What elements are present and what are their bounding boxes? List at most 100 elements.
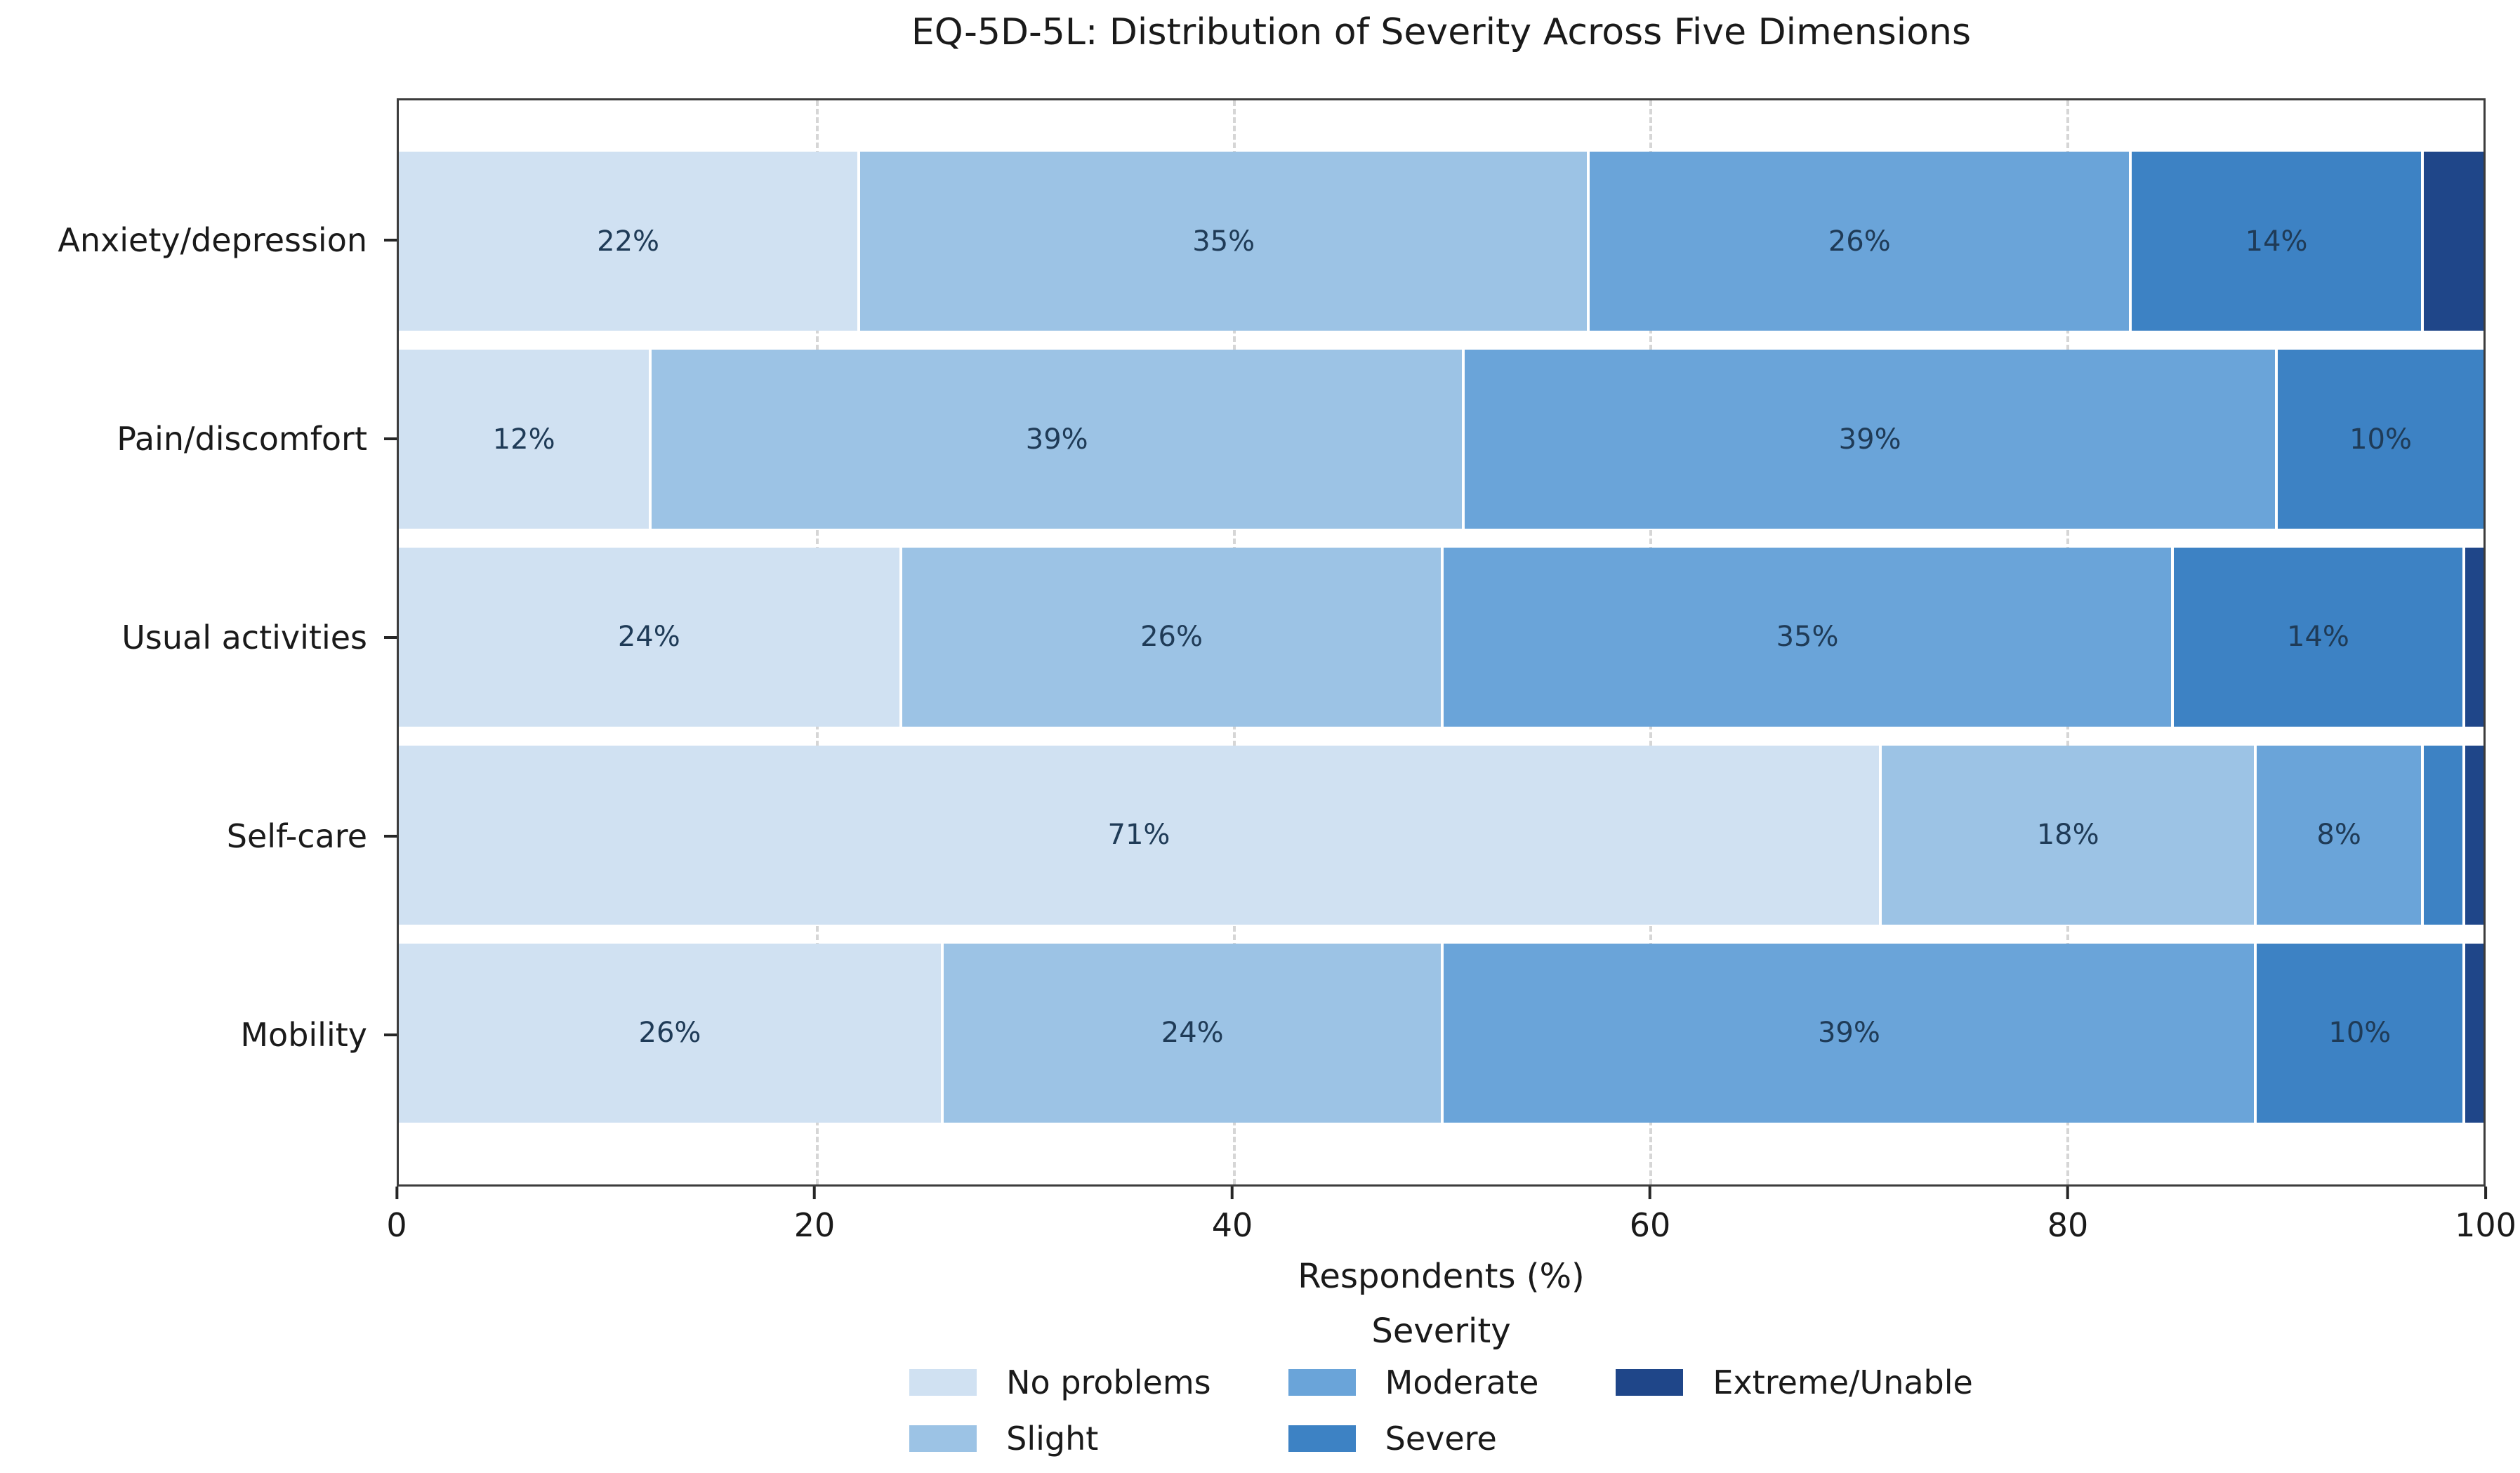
bar-row: 12% 39% 39% 10% xyxy=(399,341,2483,539)
bar-segment xyxy=(2462,943,2483,1123)
y-tick-row xyxy=(384,538,397,736)
bar-row: 71% 18% 8% xyxy=(399,736,2483,934)
legend-swatch-moderate xyxy=(1288,1369,1356,1396)
segment-value-label: 10% xyxy=(2349,423,2412,456)
stacked-bar: 12% 39% 39% 10% xyxy=(399,350,2483,529)
legend-entry: Severe xyxy=(1288,1420,1539,1458)
x-tick: 20 xyxy=(793,1187,836,1244)
segment-value-label: 14% xyxy=(2287,621,2349,654)
segment-value-label: 24% xyxy=(1161,1017,1224,1050)
bar-segment: 14% xyxy=(2129,152,2421,331)
legend-entry: No problems xyxy=(909,1363,1211,1401)
segment-value-label: 14% xyxy=(2245,225,2308,258)
bar-segment: 24% xyxy=(399,547,899,727)
x-axis-label: Respondents (%) xyxy=(1298,1257,1585,1296)
legend-swatch-extreme-unable xyxy=(1616,1369,1684,1396)
y-label-row: Self-care xyxy=(0,736,367,935)
bar-segment: 14% xyxy=(2170,547,2463,727)
legend-label: Moderate xyxy=(1385,1363,1539,1401)
y-label-row: Pain/discomfort xyxy=(0,339,367,538)
y-tick-mark xyxy=(384,238,397,242)
category-label: Self-care xyxy=(226,817,367,855)
x-tick-label: 20 xyxy=(793,1206,836,1244)
y-tick-row xyxy=(384,140,397,339)
legend-entry: Extreme/Unable xyxy=(1616,1363,1973,1401)
bar-segment: 39% xyxy=(1441,943,2255,1123)
x-tick: 60 xyxy=(1630,1187,1670,1244)
y-label-row: Anxiety/depression xyxy=(0,140,367,339)
segment-value-label: 35% xyxy=(1192,225,1255,258)
x-tick-mark xyxy=(1230,1187,1234,1199)
segment-value-label: 71% xyxy=(1107,819,1170,852)
segment-value-label: 39% xyxy=(1025,423,1088,456)
bar-segment: 18% xyxy=(1878,745,2255,925)
category-label: Usual activities xyxy=(121,618,367,656)
y-axis-ticks xyxy=(384,140,397,1134)
legend-swatch-no-problems xyxy=(909,1369,977,1396)
x-tick-label: 100 xyxy=(2455,1206,2516,1244)
legend-column: Extreme/Unable xyxy=(1616,1363,1973,1401)
category-label: Pain/discomfort xyxy=(117,419,367,458)
legend-label: No problems xyxy=(1006,1363,1211,1401)
segment-value-label: 35% xyxy=(1776,621,1839,654)
x-tick: 80 xyxy=(2047,1187,2089,1244)
x-tick-label: 80 xyxy=(2047,1206,2089,1244)
stacked-bar: 24% 26% 35% 14% xyxy=(399,547,2483,727)
x-tick: 100 xyxy=(2455,1187,2516,1244)
bar-segment: 10% xyxy=(2254,943,2463,1123)
legend-swatch-severe xyxy=(1288,1425,1356,1452)
y-tick-mark xyxy=(384,1033,397,1036)
segment-value-label: 12% xyxy=(492,423,555,456)
y-tick-mark xyxy=(384,834,397,838)
y-axis-labels: Anxiety/depression Pain/discomfort Usual a… xyxy=(0,140,367,1134)
segment-value-label: 24% xyxy=(617,621,680,654)
legend-label: Slight xyxy=(1006,1420,1099,1458)
bar-segment: 35% xyxy=(857,152,1588,331)
segment-value-label: 39% xyxy=(1817,1017,1880,1050)
bar-segment: 35% xyxy=(1441,547,2171,727)
x-tick-mark xyxy=(812,1187,816,1199)
chart-title: EQ-5D-5L: Distribution of Severity Acros… xyxy=(911,11,1972,53)
category-label: Anxiety/depression xyxy=(58,220,367,259)
stacked-bar: 71% 18% 8% xyxy=(399,745,2483,925)
y-label-row: Mobility xyxy=(0,935,367,1134)
stacked-bar: 22% 35% 26% 14% xyxy=(399,152,2483,331)
bar-segment: 26% xyxy=(899,547,1442,727)
segment-value-label: 26% xyxy=(638,1017,701,1050)
bar-segment: 12% xyxy=(399,350,649,529)
segment-value-label: 22% xyxy=(597,225,660,258)
bar-rows: 22% 35% 26% 14% 12% 39% 39% 10% 24% 26% 35% 14% 71% 1… xyxy=(399,143,2483,1132)
bar-segment: 10% xyxy=(2275,350,2483,529)
bar-segment: 39% xyxy=(1462,350,2276,529)
bar-segment xyxy=(2420,152,2483,331)
bar-segment xyxy=(2462,745,2483,925)
segment-value-label: 8% xyxy=(2316,819,2361,852)
bar-segment: 71% xyxy=(399,745,1879,925)
bar-row: 22% 35% 26% 14% xyxy=(399,143,2483,341)
x-axis-ticks: 0 20 40 60 80 100 xyxy=(386,1187,2516,1257)
legend-column: Moderate Severe xyxy=(1288,1363,1539,1458)
segment-value-label: 26% xyxy=(1140,621,1203,654)
legend-entries: No problems Slight Moderate Severe Extreme/U… xyxy=(909,1363,1973,1458)
segment-value-label: 39% xyxy=(1838,423,1901,456)
segment-value-label: 26% xyxy=(1828,225,1891,258)
bar-row: 26% 24% 39% 10% xyxy=(399,934,2483,1132)
segment-value-label: 18% xyxy=(2036,819,2099,852)
x-tick-mark xyxy=(2484,1187,2487,1199)
y-tick-row xyxy=(384,736,397,935)
legend-entry: Slight xyxy=(909,1420,1210,1458)
bar-segment: 8% xyxy=(2254,745,2421,925)
plot-area: 22% 35% 26% 14% 12% 39% 39% 10% 24% 26% 35% 14% 71% 1… xyxy=(397,98,2486,1187)
segment-value-label: 10% xyxy=(2328,1017,2392,1050)
y-tick-row xyxy=(384,339,397,538)
bar-segment: 26% xyxy=(399,943,941,1123)
y-tick-mark xyxy=(384,635,397,639)
x-tick: 0 xyxy=(386,1187,407,1244)
y-tick-row xyxy=(384,935,397,1134)
x-tick-mark xyxy=(395,1187,398,1199)
bar-segment: 26% xyxy=(1587,152,2130,331)
legend: Severity No problems Slight Moderate Severe… xyxy=(397,1312,2486,1458)
category-label: Mobility xyxy=(240,1015,367,1054)
y-tick-mark xyxy=(384,437,397,440)
